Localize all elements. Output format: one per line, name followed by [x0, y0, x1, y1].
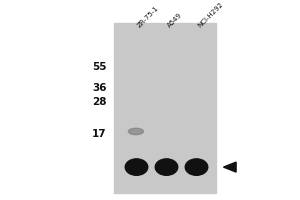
Text: A549: A549 [167, 12, 184, 29]
Text: 55: 55 [92, 62, 106, 72]
Text: NCI-H292: NCI-H292 [196, 1, 224, 29]
Ellipse shape [125, 159, 148, 175]
Ellipse shape [155, 159, 178, 175]
Text: 36: 36 [92, 83, 106, 93]
Text: 28: 28 [92, 97, 106, 107]
Ellipse shape [185, 159, 208, 175]
Bar [114, 23, 216, 193]
Text: 17: 17 [92, 129, 106, 139]
Ellipse shape [128, 128, 143, 135]
Text: ZR-75-1: ZR-75-1 [136, 5, 160, 29]
Polygon shape [224, 162, 236, 172]
